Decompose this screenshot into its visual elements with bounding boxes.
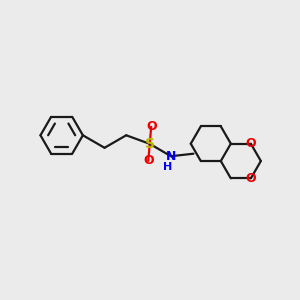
Text: H: H: [163, 162, 172, 172]
Text: O: O: [143, 154, 154, 167]
Text: N: N: [166, 150, 176, 163]
Text: O: O: [245, 137, 256, 150]
Text: S: S: [145, 137, 155, 151]
Text: O: O: [245, 172, 256, 185]
Text: O: O: [146, 120, 157, 133]
